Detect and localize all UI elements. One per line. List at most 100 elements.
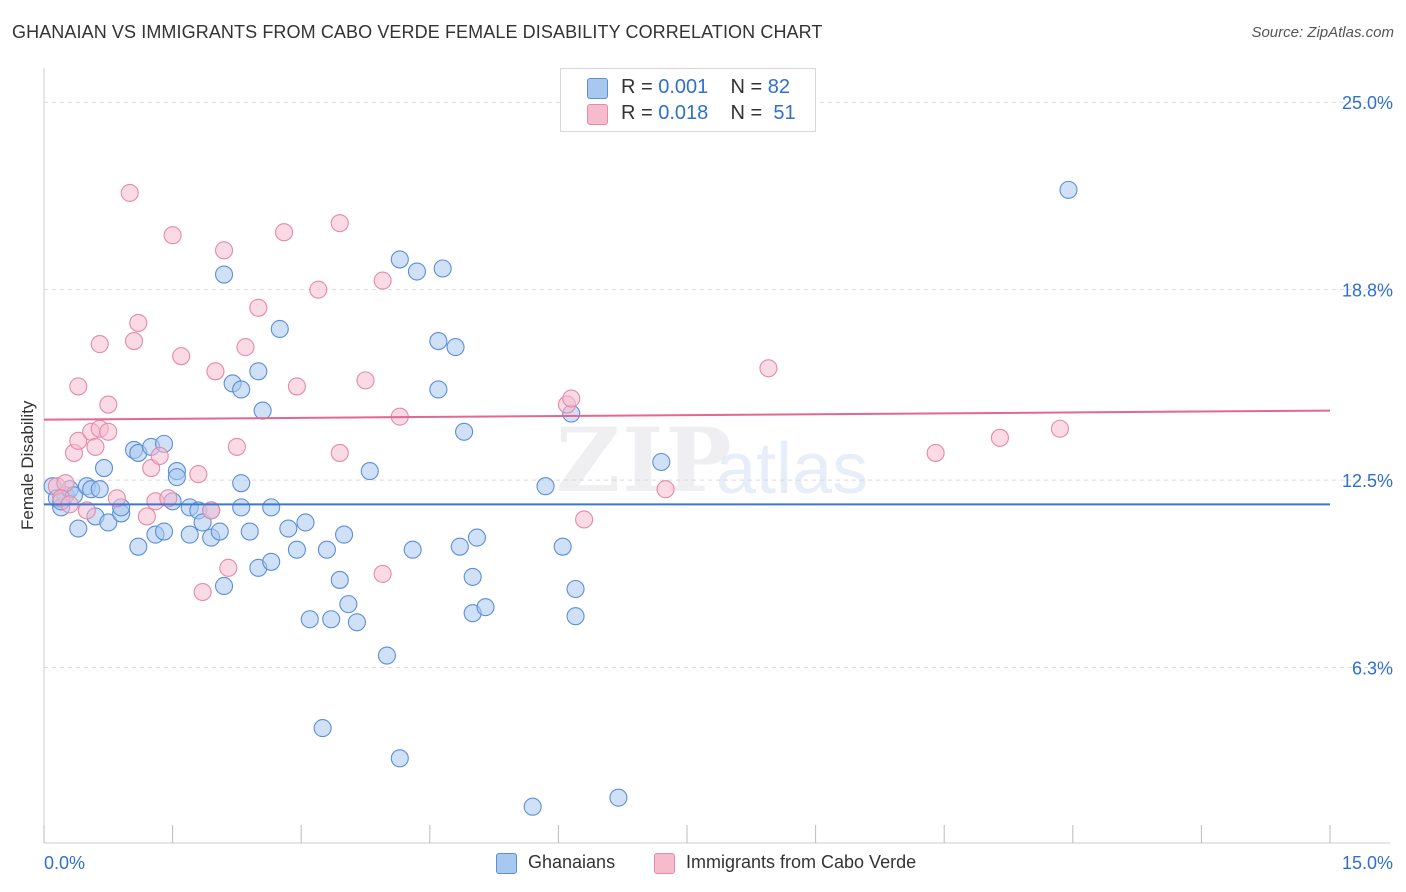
ghanaian-point [232, 380, 251, 399]
legend-r-value: 0.018 [658, 102, 709, 124]
ghanaian-point [262, 552, 281, 571]
ghanaian-point [322, 610, 341, 629]
cabo-verde-point [137, 507, 156, 526]
ghanaian-point [94, 459, 114, 478]
cabo-verde-point [99, 422, 118, 441]
cabo-verde-point [990, 428, 1009, 447]
cabo-verde-point [69, 377, 88, 396]
ghanaian-point [429, 380, 448, 399]
cabo-verde-point [124, 332, 144, 351]
cabo-verde-point [356, 371, 375, 390]
bottom-legend-swatch-ghanaians [496, 853, 517, 874]
y-tick-label: 18.8% [1342, 281, 1393, 301]
cabo-verde-point [373, 564, 392, 583]
ghanaian-point [287, 540, 306, 559]
ghanaian-point [446, 338, 465, 357]
ghanaian-point [154, 522, 174, 541]
legend-n-label: N = [730, 102, 768, 124]
cabo-verde-point [90, 335, 109, 354]
cabo-verde-point [107, 489, 126, 508]
source-label: Source: ZipAtlas.com [1251, 24, 1394, 41]
y-tick-label: 6.3% [1352, 659, 1393, 679]
x-tick-label: 0.0% [44, 853, 85, 873]
x-tick-label: 15.0% [1342, 853, 1393, 873]
cabo-verde-point [86, 437, 105, 456]
ghanaian-point [214, 576, 234, 596]
cabo-verde-point [129, 313, 148, 332]
ghanaian-point [330, 570, 349, 589]
cabo-verde-point [219, 558, 238, 577]
legend-n-value: 82 [767, 76, 791, 98]
legend-n-label: N = [730, 76, 768, 98]
ghanaian-point [553, 537, 572, 556]
ghanaian-point [317, 540, 336, 559]
chart-title: GHANAIAN VS IMMIGRANTS FROM CABO VERDE F… [12, 22, 823, 42]
cabo-verde-point [159, 489, 178, 508]
ghanaian-point [407, 262, 426, 281]
cabo-verde-point [249, 298, 268, 317]
cabo-verde-point [275, 223, 294, 242]
ghanaian-point [566, 607, 585, 626]
ghanaian-point [523, 797, 542, 816]
cabo-verde-point [926, 443, 945, 462]
ghanaian-point [403, 540, 422, 559]
ghanaian-point [455, 422, 474, 441]
ghanaian-point [214, 265, 234, 284]
cabo-verde-point [150, 446, 169, 466]
legend-r-value: 0.001 [658, 76, 709, 98]
ghanaian-point [566, 579, 585, 599]
legend-n-value: 51 [773, 102, 796, 124]
y-tick-label: 12.5% [1342, 471, 1393, 491]
ghanaian-point [180, 525, 199, 544]
ghanaian-point [476, 598, 495, 617]
ghanaian-point [296, 513, 315, 532]
ghanaian-point [467, 528, 487, 547]
cabo-verde-point [759, 359, 778, 378]
bottom-legend-label-cabo-verde: Immigrants from Cabo Verde [686, 852, 917, 872]
cabo-verde-point [189, 465, 208, 484]
cabo-verde-point [575, 510, 594, 529]
ghanaian-point [536, 477, 555, 496]
ghanaian-point [69, 519, 88, 538]
ghanaian-point [279, 519, 298, 538]
cabo-verde-point [206, 362, 225, 381]
y-axis-label: Female Disability [18, 400, 37, 530]
ghanaian-point [232, 498, 251, 517]
ghanaian-point [360, 462, 379, 481]
ghanaian-point [652, 452, 671, 472]
cabo-verde-point [330, 214, 349, 233]
ghanaian-point [339, 595, 358, 614]
legend-text-cabo-verde: R = 0.018 N = 51 [621, 102, 796, 125]
ghanaian-point [1059, 180, 1078, 199]
cabo-verde-point [656, 480, 675, 499]
legend-swatch-ghanaians [587, 78, 608, 99]
cabo-verde-point [309, 280, 328, 299]
ghanaian-point [377, 646, 396, 665]
cabo-verde-point [69, 431, 88, 450]
cabo-verde-point [562, 389, 581, 408]
ghanaian-point [313, 719, 332, 738]
ghanaian-point [262, 498, 281, 517]
ghanaian-point [270, 319, 289, 339]
cabo-verde-point [214, 241, 234, 260]
ghanaian-point [450, 537, 469, 556]
cabo-verde-point [99, 395, 118, 414]
cabo-verde-point [330, 443, 349, 462]
y-tick-label: 25.0% [1342, 93, 1393, 113]
ghanaian-point [210, 522, 229, 541]
legend-r-label: R = [621, 76, 659, 98]
ghanaian-point [433, 259, 452, 278]
legend-r-label: R = [621, 102, 659, 124]
ghanaian-point [90, 480, 109, 499]
cabo-verde-trendline [43, 409, 1331, 421]
ghanaian-point [167, 468, 186, 487]
ghanaian-point [99, 513, 118, 532]
cabo-verde-point [77, 501, 96, 520]
ghanaian-point [429, 332, 448, 351]
cabo-verde-point [202, 501, 221, 520]
cabo-verde-point [56, 474, 75, 493]
cabo-verde-point [227, 437, 246, 456]
ghanaian-point [609, 788, 628, 807]
ghanaian-point [390, 250, 409, 269]
